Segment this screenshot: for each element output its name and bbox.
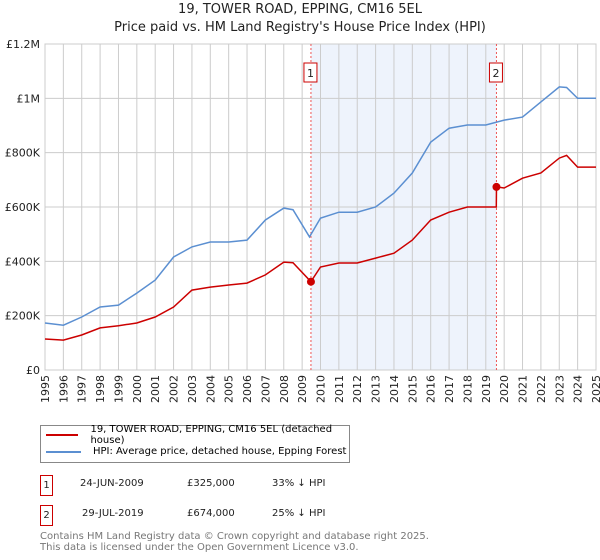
- x-tick-label: 1996: [57, 375, 70, 403]
- x-tick-label: 2022: [535, 375, 548, 403]
- chart-title: 19, TOWER ROAD, EPPING, CM16 5EL: [178, 2, 422, 17]
- x-tick-label: 2002: [168, 375, 181, 403]
- legend-hpi-label: HPI: Average price, detached house, Eppi…: [93, 446, 347, 457]
- y-tick-label: £600K: [5, 201, 41, 214]
- x-tick-label: 2005: [223, 375, 236, 403]
- x-tick-label: 2025: [590, 375, 600, 403]
- transaction-hpi: 33% ↓ HPI: [272, 478, 326, 489]
- legend-property-swatch: [46, 433, 79, 436]
- footer-licence: This data is licensed under the Open Gov…: [40, 542, 359, 553]
- x-tick-label: 2020: [498, 375, 511, 403]
- x-tick-label: 2004: [204, 375, 217, 403]
- x-tick-label: 2007: [259, 375, 272, 403]
- footer-copyright: Contains HM Land Registry data © Crown c…: [40, 531, 429, 542]
- x-tick-label: 2009: [296, 375, 309, 403]
- x-tick-label: 2001: [149, 375, 162, 403]
- transaction-badge: 1: [40, 475, 53, 496]
- y-tick-label: £0: [26, 364, 40, 377]
- transaction-date: 24-JUN-2009: [80, 478, 144, 489]
- series-line: [44, 154, 596, 341]
- marker-badge-label: 2: [492, 67, 499, 80]
- x-tick-label: 1998: [94, 375, 107, 403]
- transaction-badge: 2: [40, 505, 53, 526]
- footer: Contains HM Land Registry data © Crown c…: [40, 531, 429, 553]
- transaction-row: 2 29-JUL-2019 £674,000 25% ↓ HPI: [40, 505, 440, 526]
- x-tick-label: 2003: [186, 375, 199, 403]
- transaction-price: £325,000: [187, 478, 235, 489]
- x-tick-label: 2024: [572, 375, 585, 403]
- x-tick-label: 2017: [443, 375, 456, 403]
- y-tick-label: £400K: [5, 255, 41, 268]
- x-tick-label: 2006: [241, 375, 254, 403]
- x-tick-label: 2014: [388, 375, 401, 403]
- x-tick-label: 1997: [76, 375, 89, 403]
- x-tick-label: 2018: [461, 375, 474, 403]
- transaction-hpi: 25% ↓ HPI: [272, 508, 326, 519]
- x-tick-label: 2021: [517, 375, 530, 403]
- transaction-row: 1 24-JUN-2009 £325,000 33% ↓ HPI: [40, 475, 440, 496]
- sale-point: [306, 277, 315, 286]
- sale-point: [492, 182, 501, 191]
- x-tick-label: 2000: [131, 375, 144, 403]
- x-tick-label: 2015: [406, 375, 419, 403]
- chart-subtitle: Price paid vs. HM Land Registry's House …: [114, 20, 486, 35]
- marker-badge: [303, 62, 318, 83]
- x-tick-label: 1995: [39, 375, 52, 403]
- y-tick-label: £800K: [5, 147, 41, 160]
- series-line: [44, 86, 596, 326]
- y-tick-label: £200K: [5, 310, 41, 323]
- x-tick-label: 2019: [480, 375, 493, 403]
- x-tick-label: 1999: [112, 375, 125, 403]
- x-tick-label: 2016: [425, 375, 438, 403]
- legend: 19, TOWER ROAD, EPPING, CM16 5EL (detach…: [40, 423, 350, 463]
- transaction-date: 29-JUL-2019: [82, 508, 144, 519]
- y-tick-label: £1M: [17, 92, 41, 105]
- x-tick-label: 2023: [553, 375, 566, 403]
- legend-hpi-swatch: [46, 450, 81, 453]
- x-tick-label: 2012: [351, 375, 364, 403]
- x-tick-label: 2013: [370, 375, 383, 403]
- marker-badge: [488, 62, 503, 83]
- x-tick-label: 2008: [278, 375, 291, 403]
- price-chart: 1995 1996 1997 1998 1999 2000 2001 2002 2003 2004…: [5, 38, 600, 403]
- marker-badge-label: 1: [307, 67, 314, 80]
- transaction-price: £674,000: [187, 508, 235, 519]
- y-tick-label: £1.2M: [6, 38, 40, 51]
- x-tick-label: 2011: [333, 375, 346, 403]
- x-tick-label: 2010: [315, 375, 328, 403]
- legend-property-label: 19, TOWER ROAD, EPPING, CM16 5EL (detach…: [90, 423, 333, 446]
